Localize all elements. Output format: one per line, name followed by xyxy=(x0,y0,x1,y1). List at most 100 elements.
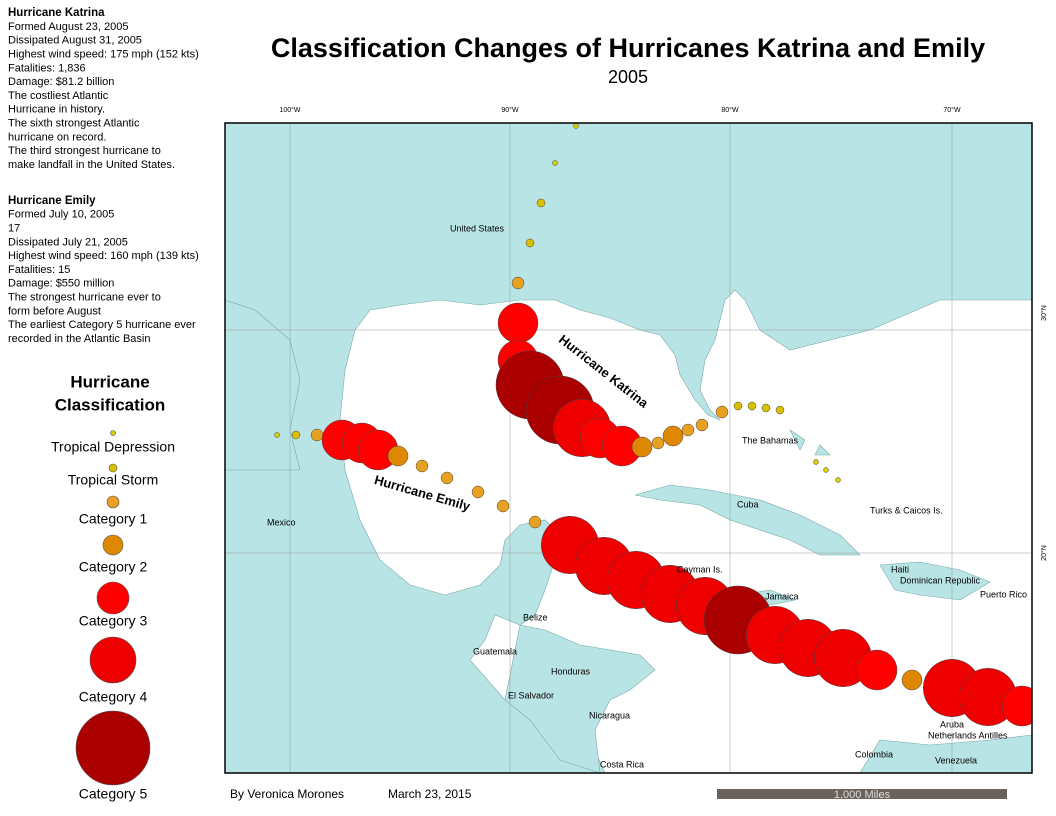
legend-label: Category 4 xyxy=(79,689,148,705)
date: March 23, 2015 xyxy=(388,787,472,801)
place-label: Turks & Caicos Is. xyxy=(870,505,943,515)
title: Classification Changes of Hurricanes Kat… xyxy=(271,33,985,63)
track-point xyxy=(387,445,409,467)
track-point xyxy=(525,238,535,248)
graticule-label: 20°N xyxy=(1040,545,1048,561)
track-point xyxy=(715,405,729,419)
info-line: Highest wind speed: 175 mph (152 kts) xyxy=(8,49,199,61)
place-label: Cayman Is. xyxy=(677,564,723,574)
track-point xyxy=(310,428,324,442)
legend-symbol xyxy=(96,581,130,615)
legend-title: Hurricane xyxy=(70,372,149,391)
track-point xyxy=(552,160,558,166)
track-point xyxy=(440,471,454,485)
info-line: hurricane on record. xyxy=(8,131,106,143)
legend-symbol xyxy=(75,710,151,786)
place-label: Cuba xyxy=(737,499,759,509)
place-label: Venezuela xyxy=(935,755,977,765)
place-label: United States xyxy=(450,223,505,233)
legend-label: Category 2 xyxy=(79,559,148,575)
place-label: Jamaica xyxy=(765,591,799,601)
info-line: The third strongest hurricane to xyxy=(8,145,161,157)
place-label: Honduras xyxy=(551,666,591,676)
map-frame xyxy=(224,122,1033,774)
place-label: Colombia xyxy=(855,749,893,759)
legend-symbol xyxy=(108,463,118,473)
track-point xyxy=(901,669,923,691)
info-line: The costliest Atlantic xyxy=(8,90,109,102)
info-line: Dissipated August 31, 2005 xyxy=(8,35,142,47)
track-point xyxy=(573,123,579,129)
info-line: Fatalities: 1,836 xyxy=(8,62,86,74)
info-line: 17 xyxy=(8,223,20,235)
legend-title: Classification xyxy=(55,395,166,414)
track-point xyxy=(662,425,684,447)
legend-label: Category 1 xyxy=(79,511,148,527)
subtitle: 2005 xyxy=(608,67,648,87)
map xyxy=(225,123,1032,773)
track-point xyxy=(681,423,695,437)
author: By Veronica Morones xyxy=(230,787,344,801)
info-line: The earliest Category 5 hurricane ever xyxy=(8,319,196,331)
info-line: Damage: $81.2 billion xyxy=(8,76,114,88)
track-point xyxy=(274,432,280,438)
place-label: Costa Rica xyxy=(600,759,644,769)
info-line: The strongest hurricane ever to xyxy=(8,292,161,304)
graticule-label: 70°W xyxy=(943,106,961,114)
graticule-label: 100°W xyxy=(279,106,300,114)
track-point xyxy=(733,401,743,411)
track-point xyxy=(496,499,510,513)
track-point xyxy=(511,276,525,290)
info-line: Hurricane in history. xyxy=(8,104,105,116)
place-label: El Salvador xyxy=(508,690,554,700)
info-line: Dissipated July 21, 2005 xyxy=(8,236,128,248)
track-point xyxy=(1001,685,1032,727)
place-label: Guatemala xyxy=(473,646,517,656)
legend-label: Tropical Depression xyxy=(51,439,175,455)
legend-label: Tropical Storm xyxy=(68,472,159,488)
info-line: The sixth strongest Atlantic xyxy=(8,118,140,130)
info-line: form before August xyxy=(8,305,101,317)
legend-label: Category 3 xyxy=(79,613,148,629)
info-line: Damage: $550 million xyxy=(8,278,114,290)
graticule-label: 30°N xyxy=(1040,305,1048,321)
track-point xyxy=(528,515,542,529)
track-point xyxy=(631,436,653,458)
track-point xyxy=(747,401,757,411)
info-heading: Hurricane Katrina xyxy=(8,7,105,19)
track-point xyxy=(775,405,785,415)
track-point xyxy=(497,302,539,344)
track-point xyxy=(291,430,301,440)
track-point xyxy=(471,485,485,499)
graticule-label: 80°W xyxy=(721,106,739,114)
place-label: Belize xyxy=(523,612,548,622)
track-point xyxy=(835,477,841,483)
place-label: Puerto Rico xyxy=(980,589,1027,599)
info-line: Fatalities: 15 xyxy=(8,264,70,276)
place-label: The Bahamas xyxy=(742,435,799,445)
track-point xyxy=(856,649,898,691)
track-point xyxy=(813,459,819,465)
place-label: Mexico xyxy=(267,517,296,527)
info-line: make landfall in the United States. xyxy=(8,159,175,171)
track-point xyxy=(536,198,546,208)
place-label: Haiti xyxy=(891,564,909,574)
info-line: Formed July 10, 2005 xyxy=(8,209,114,221)
place-label: Nicaragua xyxy=(589,710,630,720)
info-line: recorded in the Atlantic Basin xyxy=(8,333,150,345)
place-label: Aruba xyxy=(940,719,964,729)
legend-symbol xyxy=(106,495,120,509)
info-heading: Hurricane Emily xyxy=(8,195,96,207)
legend-symbol xyxy=(102,534,124,556)
legend-symbol xyxy=(89,636,137,684)
track-point xyxy=(823,467,829,473)
track-point xyxy=(695,418,709,432)
legend-label: Category 5 xyxy=(79,786,148,802)
legend-symbol xyxy=(110,430,116,436)
graticule-label: 90°W xyxy=(501,106,519,114)
track-point xyxy=(415,459,429,473)
track-point xyxy=(761,403,771,413)
place-label: Netherlands Antilles xyxy=(928,730,1008,740)
tracks xyxy=(274,123,1032,727)
